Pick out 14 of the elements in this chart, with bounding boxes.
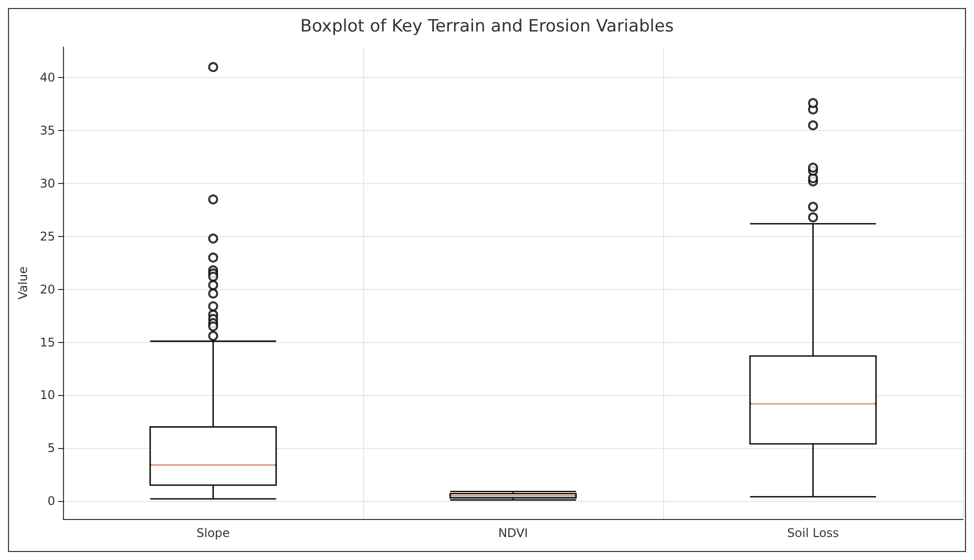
- x-tick-label: Soil Loss: [787, 526, 839, 540]
- x-tick-label: NDVI: [498, 526, 528, 540]
- x-tick-label: Slope: [196, 526, 230, 540]
- y-tick-label: 35: [40, 124, 56, 138]
- y-tick-label: 40: [40, 70, 56, 85]
- y-tick-label: 10: [40, 388, 56, 402]
- y-tick-label: 5: [48, 441, 56, 456]
- chart-title: Boxplot of Key Terrain and Erosion Variables: [300, 16, 674, 36]
- y-tick-label: 0: [48, 494, 56, 508]
- y-tick-label: 25: [40, 229, 56, 244]
- y-tick-label: 15: [40, 335, 56, 350]
- y-axis-title: Value: [16, 266, 30, 300]
- y-tick-label: 20: [40, 282, 56, 296]
- y-tick-label: 30: [40, 176, 56, 191]
